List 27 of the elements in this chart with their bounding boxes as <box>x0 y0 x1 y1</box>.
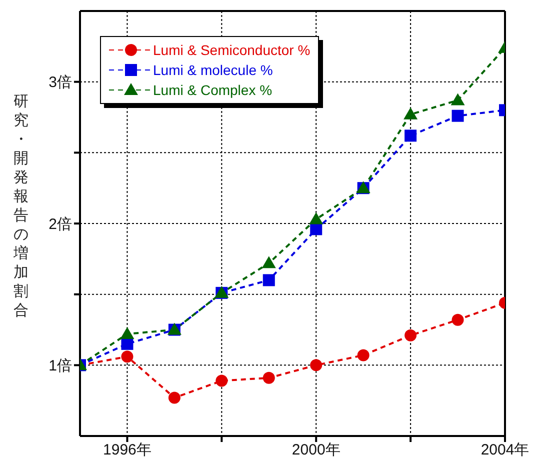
y-tick-label: 2倍 <box>48 216 72 233</box>
legend-label: Lumi & Semiconductor % <box>153 41 310 60</box>
point <box>404 130 417 142</box>
point <box>357 349 370 362</box>
point <box>121 338 134 350</box>
point <box>168 392 180 404</box>
point <box>262 256 276 268</box>
point <box>262 372 275 384</box>
point <box>452 110 464 122</box>
point <box>404 107 418 120</box>
point <box>262 274 275 286</box>
point <box>452 314 464 326</box>
point <box>120 327 134 339</box>
point <box>450 93 465 106</box>
point <box>404 329 417 342</box>
y-tick-label: 1倍 <box>48 357 72 374</box>
point <box>216 374 228 387</box>
legend-label: Lumi & Complex % <box>153 81 272 100</box>
text: 研究・開発報告の増加割合 <box>14 93 28 319</box>
x-tick-label: 2004年 <box>480 442 530 459</box>
legend-label: Lumi & molecule % <box>153 61 273 80</box>
x-tick-label: 2000年 <box>292 442 340 459</box>
y-tick-label: 3倍 <box>48 74 72 92</box>
point <box>310 359 322 372</box>
point <box>309 212 324 224</box>
point <box>121 350 134 363</box>
x-tick-label: 1996年 <box>103 442 152 459</box>
